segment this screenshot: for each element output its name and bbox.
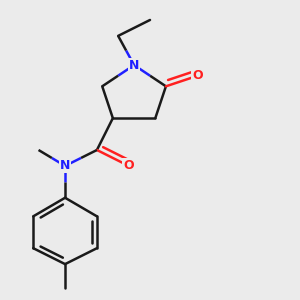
Text: O: O [193,69,203,82]
Text: N: N [129,58,139,72]
Text: O: O [124,159,134,172]
Text: N: N [60,159,70,172]
